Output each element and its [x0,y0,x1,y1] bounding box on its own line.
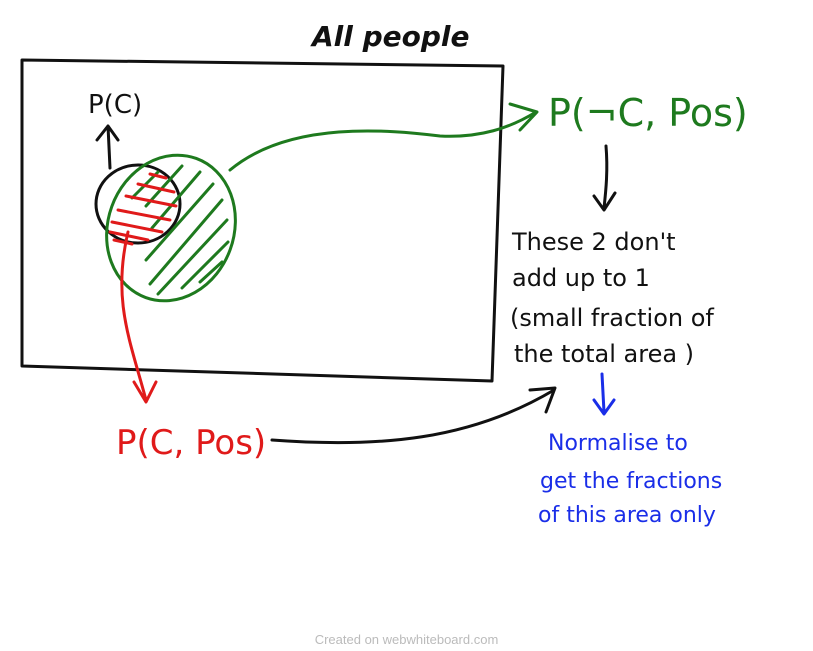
note-line: (small fraction of [510,304,714,332]
note-line: add up to 1 [512,264,650,292]
normalise-line: Normalise to [548,431,688,456]
black-down-arrow [592,144,617,212]
normalise-note: Normalise to get the fractions of this a… [538,431,722,528]
red-overlap-hatching [108,172,178,246]
footer-credit: Created on webwhiteboard.com [314,632,499,647]
normalise-line: of this area only [538,503,716,528]
prior-arrow [95,124,120,170]
red-arrow [120,230,158,404]
condition-circle [94,163,182,245]
note-line: the total area ) [514,340,694,368]
normalise-line: get the fractions [540,469,722,494]
green-hatching [130,164,230,296]
green-arrow [228,102,539,172]
joint-c-label: P(C, Pos) [116,423,266,463]
black-curved-arrow [270,386,557,445]
population-rectangle [20,58,505,383]
prior-label: P(C) [88,90,142,120]
positive-test-ellipse [105,153,237,303]
population-label: All people [310,20,470,53]
joint-not-c-label: P(¬C, Pos) [548,91,748,135]
note-line: These 2 don't [511,228,676,256]
blue-down-arrow [592,372,616,416]
sum-note: These 2 don't add up to 1 (small fractio… [510,228,714,368]
